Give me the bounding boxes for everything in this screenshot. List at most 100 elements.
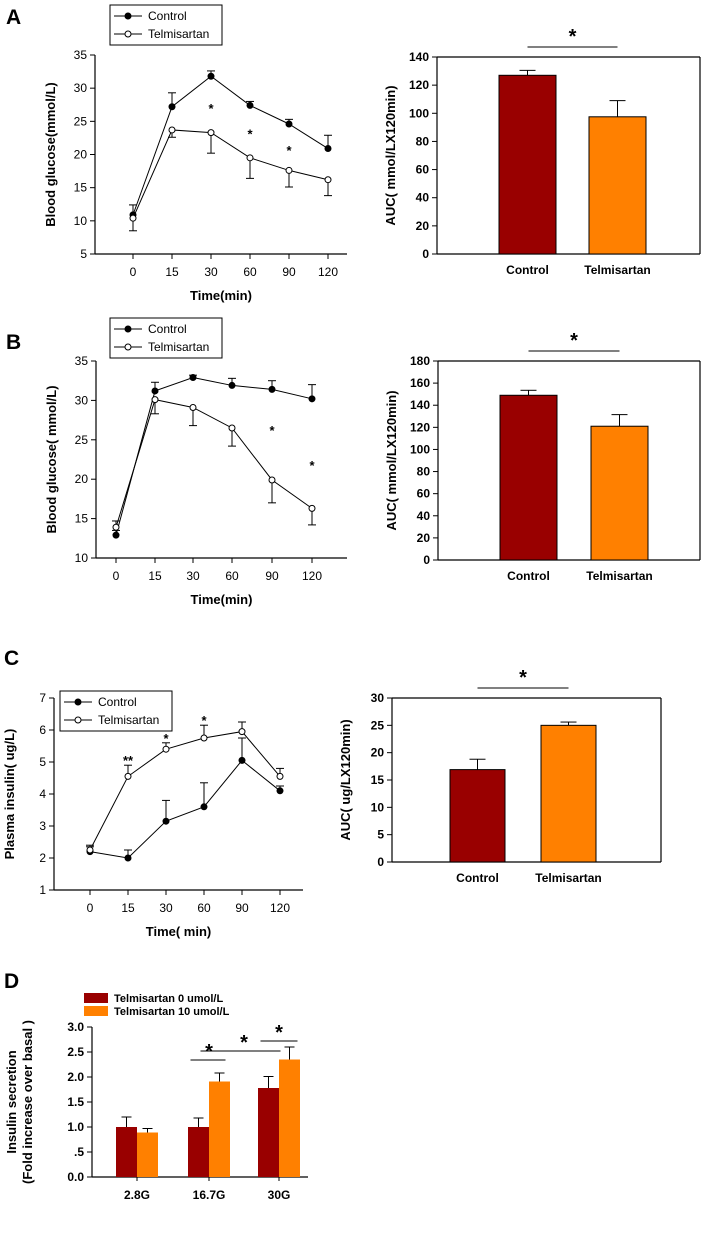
data-point	[207, 72, 215, 80]
y-tick-label: 10	[75, 551, 89, 565]
y-tick-label: 2.0	[67, 1070, 84, 1084]
data-point	[189, 403, 197, 411]
x-tick-label: 120	[302, 569, 322, 583]
panel-label: C	[4, 647, 19, 670]
data-point	[124, 854, 132, 862]
y-tick-label: 25	[74, 114, 88, 128]
x-tick-label: 30	[204, 265, 218, 279]
y-axis-title: Blood glucose(mmol/L)	[43, 82, 58, 226]
x-tick-label: 90	[265, 569, 279, 583]
y-tick-label: 1.5	[67, 1095, 84, 1109]
data-point	[228, 424, 236, 432]
y-tick-label: 25	[371, 718, 385, 732]
y-tick-label: 15	[371, 773, 385, 787]
y-tick-label: 30	[371, 691, 385, 705]
significance-marker: *	[570, 330, 578, 352]
significance-marker: *	[205, 1041, 213, 1063]
significance-marker: *	[240, 1032, 248, 1054]
data-point	[207, 129, 215, 137]
x-tick-label: 2.8G	[124, 1188, 150, 1202]
y-tick-label: 40	[417, 509, 431, 523]
y-tick-label: 35	[75, 354, 89, 368]
y-tick-label: 20	[75, 472, 89, 486]
data-point	[246, 101, 254, 109]
series-telmisartan	[112, 396, 316, 531]
bar-telmisartan	[588, 116, 647, 255]
x-axis-title: Time( min)	[146, 924, 212, 939]
x-tick-label: Control	[506, 263, 549, 277]
y-tick-label: 60	[417, 487, 431, 501]
bar-telmisartan	[540, 724, 597, 863]
y-tick-label: 140	[409, 50, 429, 64]
y-tick-label: 140	[410, 398, 430, 412]
y-tick-label: 20	[371, 746, 385, 760]
series-control	[112, 374, 316, 539]
series-control	[86, 737, 284, 862]
data-point	[228, 381, 236, 389]
x-tick-label: 120	[318, 265, 338, 279]
x-tick-label: 120	[270, 901, 290, 915]
significance-marker: *	[269, 423, 275, 438]
data-point	[200, 734, 208, 742]
y-tick-label: 160	[410, 376, 430, 390]
series-telmisartan	[129, 126, 332, 232]
series-line	[115, 399, 313, 528]
legend-swatch-10	[84, 1006, 108, 1016]
x-tick-label: Control	[507, 569, 550, 583]
y-tick-label: 120	[409, 78, 429, 92]
y-tick-label: 80	[416, 134, 430, 148]
panel-label: B	[6, 331, 21, 354]
chart-A2: 0 20 40 60 80 100 120 140 AUC( mmol/LX120min) Con…	[383, 26, 701, 277]
x-tick-label: Telmisartan	[586, 569, 652, 583]
legend: Control Telmisartan	[59, 690, 173, 732]
data-point	[308, 395, 316, 403]
series-control	[129, 70, 332, 219]
y-tick-label: 10	[371, 800, 385, 814]
y-tick-label: 3	[39, 819, 46, 833]
legend-marker-control	[124, 12, 132, 20]
x-tick-label: Telmisartan	[584, 263, 650, 277]
y-tick-label: 35	[74, 48, 88, 62]
data-point	[246, 154, 254, 162]
legend-box	[109, 317, 223, 359]
bar	[279, 1059, 300, 1177]
bar	[116, 1127, 137, 1177]
y-tick-label: 0	[423, 553, 430, 567]
y-tick-label: 100	[410, 442, 430, 456]
data-point	[238, 756, 246, 764]
x-tick-label: 0	[130, 265, 137, 279]
y-tick-label: 60	[416, 163, 430, 177]
series-line	[89, 759, 281, 859]
data-point	[112, 523, 120, 531]
y-tick-label: 0	[422, 247, 429, 261]
y-axis-title: AUC( mmol/LX120min)	[384, 390, 399, 530]
y-axis-title: Plasma insulin( ug/L)	[2, 729, 17, 860]
y-tick-label: 5	[377, 828, 384, 842]
y-tick-label: 5	[39, 755, 46, 769]
x-tick-label: 60	[225, 569, 239, 583]
legend-marker-telmisartan	[124, 343, 132, 351]
x-tick-label: 30	[159, 901, 173, 915]
y-tick-label: 25	[75, 433, 89, 447]
bar-control	[499, 394, 558, 561]
legend-entry: Telmisartan	[148, 27, 209, 41]
legend-entry: Control	[148, 322, 187, 336]
panel-label: A	[6, 6, 21, 29]
data-point	[162, 817, 170, 825]
significance-marker: *	[519, 667, 527, 689]
data-point	[238, 728, 246, 736]
y-tick-label: 0.0	[67, 1170, 84, 1184]
data-point	[285, 166, 293, 174]
y-axis-title: Blood glucose( mmol/L)	[44, 385, 59, 533]
y-tick-label: 40	[416, 191, 430, 205]
data-point	[151, 396, 159, 404]
data-point	[285, 120, 293, 128]
data-point	[268, 385, 276, 393]
data-point	[308, 504, 316, 512]
y-tick-label: 15	[75, 512, 89, 526]
significance-marker: *	[286, 143, 292, 158]
legend-swatch-0	[84, 993, 108, 1003]
x-tick-label: 15	[165, 265, 179, 279]
significance-marker: *	[163, 731, 169, 746]
bar-control	[498, 74, 557, 255]
